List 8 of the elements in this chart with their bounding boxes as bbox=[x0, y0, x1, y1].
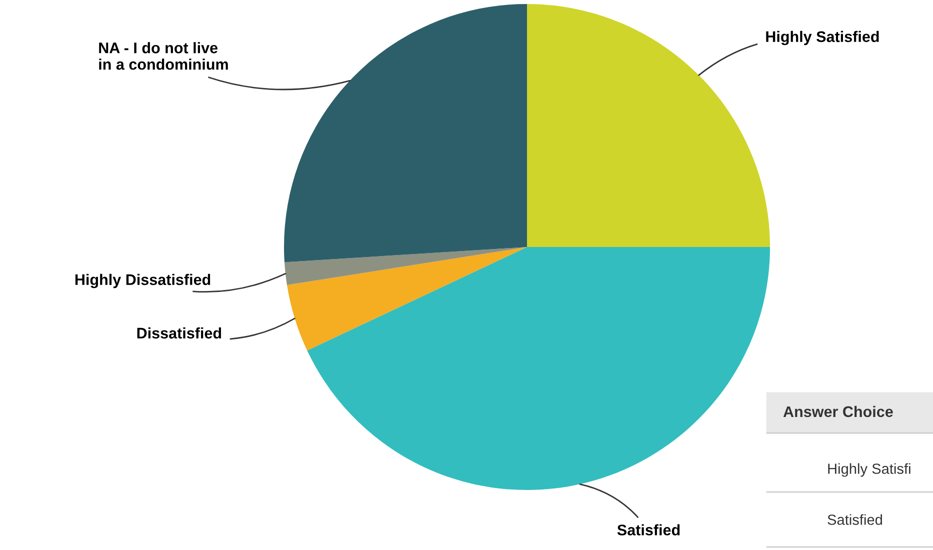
slice-label: Satisfied bbox=[617, 524, 680, 536]
slice-label: Highly Dissatisfied bbox=[75, 274, 210, 288]
text: Highly Satisfi bbox=[828, 463, 910, 477]
slice-label: Highly Satisfied bbox=[766, 30, 879, 46]
text: Answer Choice bbox=[783, 406, 893, 418]
text: Satisfied bbox=[828, 514, 882, 525]
slice-label: NA - I do not live in a condominium bbox=[99, 42, 228, 70]
slice-label: Dissatisfied bbox=[137, 327, 222, 339]
